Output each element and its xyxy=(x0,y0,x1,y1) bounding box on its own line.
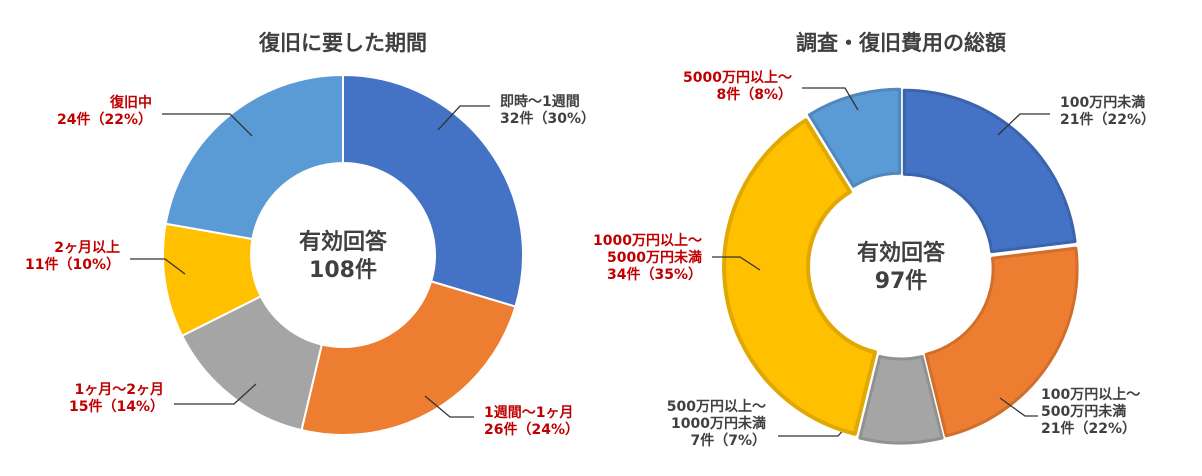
leader-line xyxy=(437,105,490,131)
leader-line xyxy=(712,256,761,271)
leader-line xyxy=(999,397,1038,417)
donut-slice xyxy=(164,74,344,241)
data-label: 1ヶ月～2ヶ月 15件（14%） xyxy=(69,382,164,415)
center-label: 有効回答 97件 xyxy=(857,240,946,294)
donut-slice xyxy=(807,87,902,188)
leader-line xyxy=(997,113,1050,136)
donut-chart-2: 調査・復旧費用の総額 100万円未満 21件（22%） 100万円以上～ 500万円未満… xyxy=(593,31,1155,449)
data-label: 1000万円以上～ 5000万円未満 34件（35%） xyxy=(593,233,702,283)
leader-line xyxy=(162,113,253,137)
donut-slice xyxy=(902,88,1077,254)
data-label: 2ヶ月以上 11件（10%） xyxy=(25,240,120,273)
leader-line xyxy=(174,383,257,405)
leader-line xyxy=(802,87,859,111)
data-label: 1週間～1ヶ月 26件（24%） xyxy=(484,405,579,438)
data-label: 即時～1週間 32件（30%） xyxy=(500,93,595,127)
data-label: 100万円以上～ 500万円未満 21件（22%） xyxy=(1041,387,1140,437)
donut-slice xyxy=(342,74,524,308)
donut-slice xyxy=(924,246,1079,438)
data-label: 復旧中 24件（22%） xyxy=(57,94,152,128)
data-label: 100万円未満 21件（22%） xyxy=(1060,94,1155,128)
donut-slice xyxy=(300,280,517,436)
chart-title: 復旧に要した期間 xyxy=(258,31,427,55)
center-label: 有効回答 108件 xyxy=(299,229,388,283)
leader-line xyxy=(424,395,474,418)
data-label: 5000万円以上～ 8件（8%） xyxy=(683,70,792,103)
data-label: 500万円以上～ 1000万円未満 7件（7%） xyxy=(667,399,766,449)
donut-slice xyxy=(722,118,877,436)
donut-slice xyxy=(858,354,944,445)
chart-title: 調査・復旧費用の総額 xyxy=(796,31,1006,55)
leader-line xyxy=(130,258,186,275)
